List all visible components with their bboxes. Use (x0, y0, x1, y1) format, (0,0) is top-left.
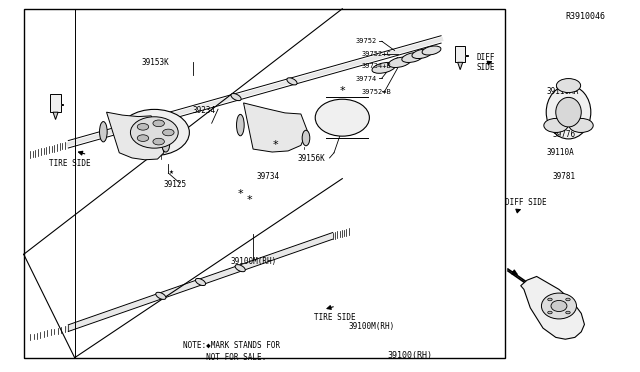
Polygon shape (106, 112, 164, 160)
Ellipse shape (231, 93, 241, 101)
Text: TIRE SIDE: TIRE SIDE (314, 312, 355, 321)
Text: 39156K: 39156K (298, 154, 326, 163)
Ellipse shape (546, 86, 591, 139)
Text: 39752+B: 39752+B (362, 89, 391, 95)
Text: 39734: 39734 (256, 172, 280, 181)
Text: DIFF
SIDE: DIFF SIDE (476, 52, 495, 72)
Text: 39752: 39752 (355, 38, 376, 44)
Text: 39734+B: 39734+B (362, 63, 391, 69)
Text: 39100(RH): 39100(RH) (387, 351, 432, 360)
Bar (24, 9, 505, 358)
Ellipse shape (556, 78, 580, 93)
Polygon shape (53, 112, 58, 119)
Ellipse shape (195, 278, 205, 286)
Text: 39234: 39234 (193, 106, 216, 115)
Ellipse shape (163, 129, 174, 136)
Ellipse shape (556, 97, 581, 127)
Ellipse shape (566, 311, 570, 314)
Ellipse shape (569, 118, 593, 132)
Ellipse shape (422, 46, 441, 55)
Ellipse shape (316, 99, 369, 136)
Text: ★: ★ (169, 170, 174, 175)
Ellipse shape (541, 293, 577, 319)
Text: 39110AA: 39110AA (546, 87, 579, 96)
Ellipse shape (544, 118, 568, 132)
Text: *: * (339, 86, 345, 96)
Ellipse shape (235, 264, 245, 272)
Text: TIRE SIDE: TIRE SIDE (49, 159, 91, 169)
Ellipse shape (302, 130, 310, 146)
Ellipse shape (100, 122, 107, 142)
Ellipse shape (548, 298, 552, 301)
Text: 39100M(RH): 39100M(RH) (231, 257, 277, 266)
Text: 39153K: 39153K (141, 58, 170, 67)
Polygon shape (521, 276, 584, 339)
Ellipse shape (156, 292, 166, 299)
Ellipse shape (287, 78, 297, 85)
Text: R3910046: R3910046 (565, 12, 605, 22)
Ellipse shape (153, 138, 164, 145)
Ellipse shape (551, 301, 567, 311)
Ellipse shape (548, 311, 552, 314)
Ellipse shape (131, 117, 178, 148)
Ellipse shape (566, 298, 570, 301)
Text: *: * (273, 140, 278, 150)
Ellipse shape (402, 52, 423, 62)
Text: 39110A: 39110A (546, 148, 574, 157)
Polygon shape (455, 46, 468, 62)
Text: *: * (247, 195, 253, 205)
Polygon shape (458, 62, 463, 70)
Ellipse shape (137, 135, 148, 141)
Polygon shape (51, 94, 63, 112)
Text: 39752+C: 39752+C (362, 51, 391, 57)
Ellipse shape (119, 109, 189, 155)
Ellipse shape (162, 137, 170, 152)
Text: 39100M(RH): 39100M(RH) (349, 322, 395, 331)
Text: DIFF SIDE: DIFF SIDE (505, 198, 547, 207)
Text: 39781: 39781 (552, 172, 576, 181)
Text: 39774: 39774 (355, 76, 376, 82)
Text: NOTE:◆MARK STANDS FOR
     NOT FOR SALE.: NOTE:◆MARK STANDS FOR NOT FOR SALE. (183, 341, 280, 362)
Text: 39776: 39776 (552, 130, 576, 139)
Ellipse shape (372, 62, 396, 73)
Ellipse shape (388, 57, 411, 67)
Ellipse shape (137, 124, 148, 130)
Ellipse shape (153, 120, 164, 126)
Text: 39125: 39125 (164, 180, 187, 189)
Ellipse shape (237, 114, 244, 136)
Text: *: * (237, 189, 243, 199)
Polygon shape (244, 103, 307, 152)
Ellipse shape (412, 49, 432, 58)
